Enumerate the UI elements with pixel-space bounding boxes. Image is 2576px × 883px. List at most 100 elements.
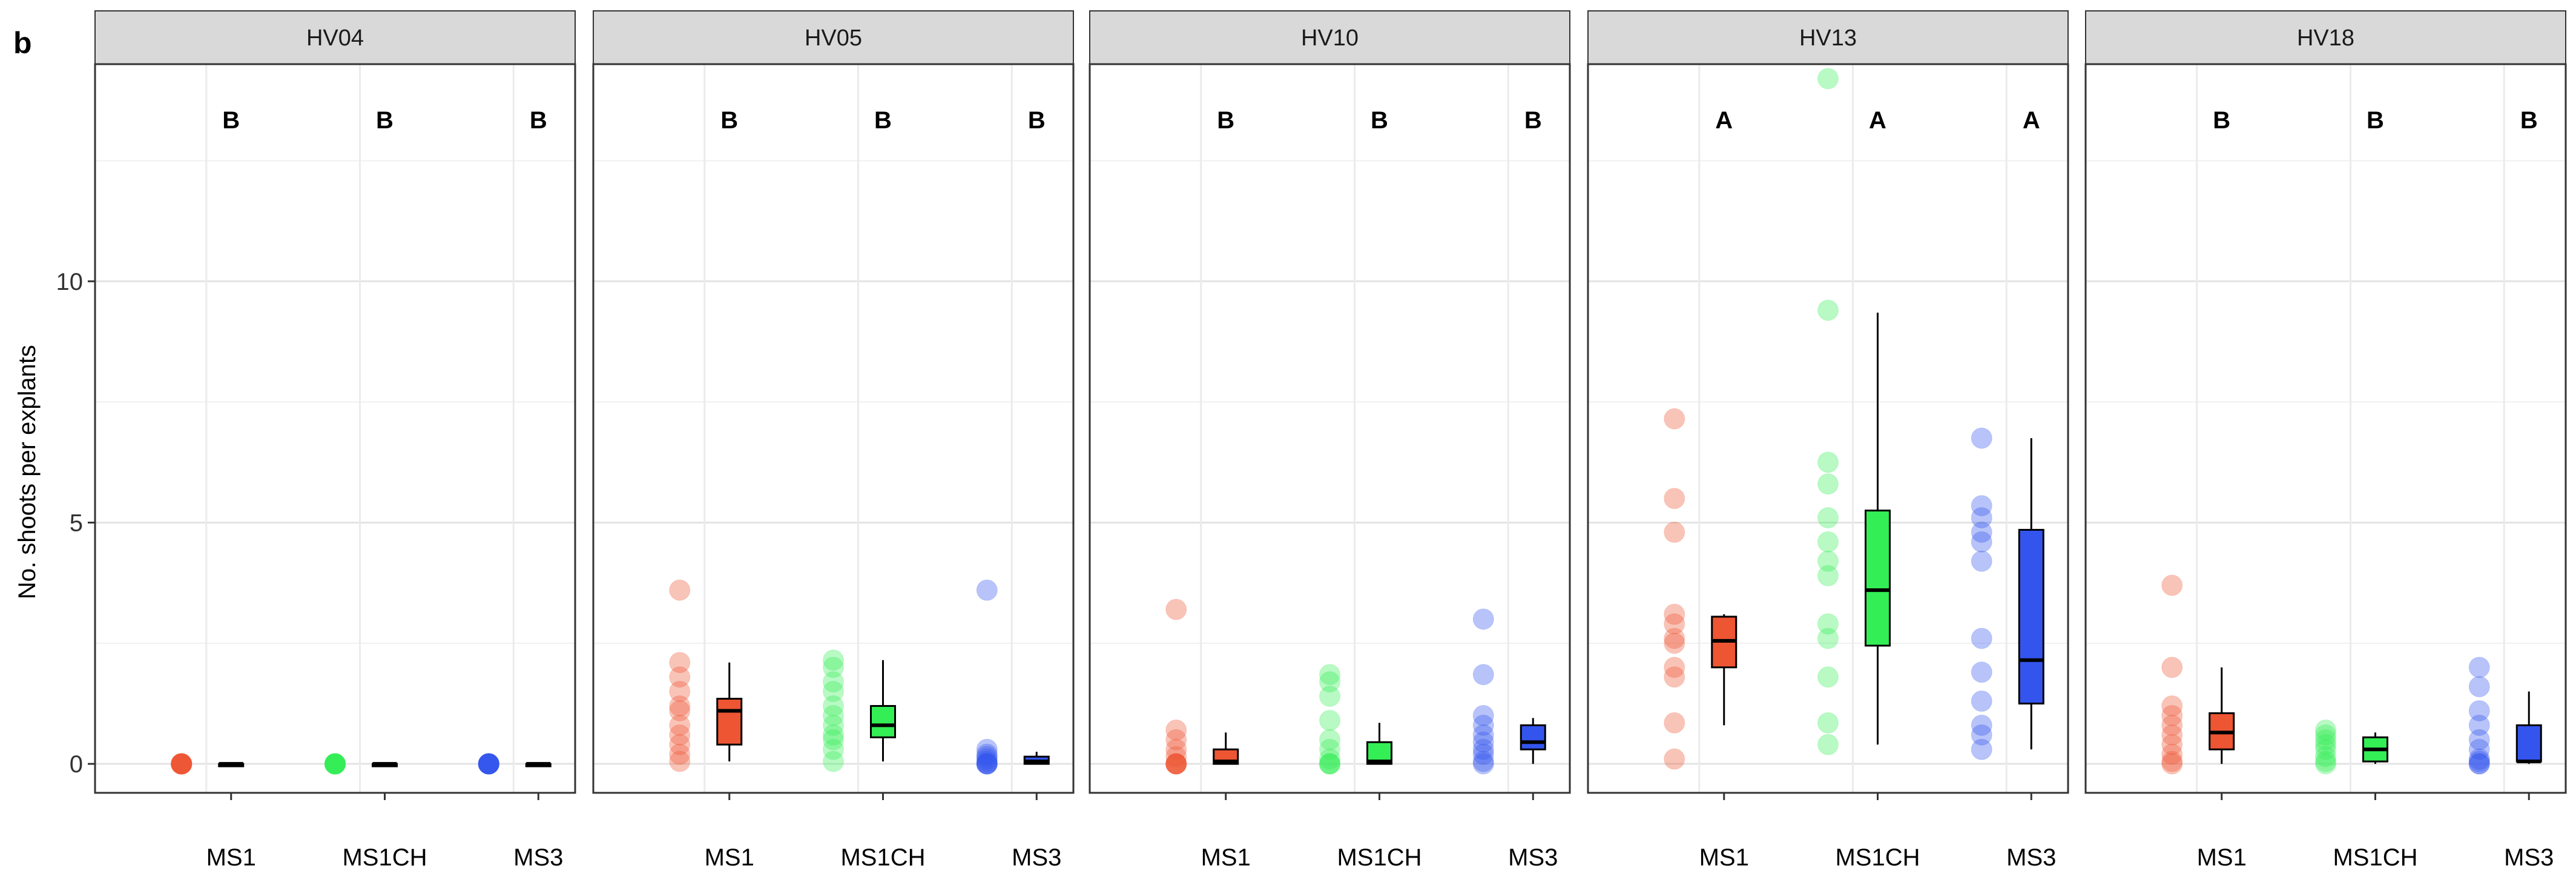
facet-strip-label: HV18 <box>2297 25 2354 51</box>
data-point <box>171 753 193 775</box>
box-iqr <box>716 698 743 746</box>
x-category-label: MS3 <box>2504 844 2554 871</box>
data-point <box>1319 753 1340 775</box>
data-point <box>1165 753 1187 775</box>
y-tick-label: 5 <box>70 510 83 536</box>
x-category-label: MS3 <box>2006 844 2056 871</box>
significance-letter: B <box>2213 107 2230 134</box>
data-point <box>1165 753 1187 775</box>
data-point <box>1319 671 1340 693</box>
data-point <box>1817 473 1839 495</box>
data-point <box>669 714 691 736</box>
significance-letter: A <box>1869 107 1886 134</box>
data-point <box>1971 738 1992 760</box>
data-point <box>478 753 499 775</box>
data-point <box>2315 729 2336 750</box>
x-category-label: MS1 <box>206 844 256 871</box>
data-point <box>669 743 691 765</box>
data-point <box>1817 628 1839 649</box>
data-point <box>2161 743 2183 765</box>
data-point <box>1971 628 1992 649</box>
data-point <box>1319 709 1340 731</box>
data-point <box>478 753 499 775</box>
data-point <box>171 753 193 775</box>
data-point <box>976 753 998 775</box>
data-point <box>1165 599 1187 620</box>
data-point <box>478 753 499 775</box>
data-point <box>2315 750 2336 772</box>
significance-letter: A <box>2023 107 2040 134</box>
data-point <box>1165 738 1187 760</box>
data-point <box>669 700 691 721</box>
data-point <box>1664 657 1685 678</box>
data-point <box>1472 750 1494 772</box>
x-category-label: MS3 <box>1012 844 1061 871</box>
data-point <box>823 724 844 746</box>
data-point <box>2468 714 2490 736</box>
data-point <box>1319 738 1340 760</box>
panel-background <box>593 64 1073 793</box>
x-category-label: MS3 <box>1508 844 1558 871</box>
data-point <box>1165 719 1187 741</box>
data-point <box>1817 565 1839 586</box>
data-point <box>478 753 499 775</box>
data-point <box>1165 753 1187 775</box>
significance-letter: B <box>720 107 738 134</box>
data-point <box>2468 753 2490 775</box>
data-point <box>976 579 998 601</box>
facet-strip <box>2085 10 2566 65</box>
data-point <box>324 753 346 775</box>
facet-hv18: HV18 B MS1 B MS1CH B MS3 <box>2084 10 2567 871</box>
data-point <box>1165 746 1187 767</box>
x-category-label: MS1CH <box>840 844 925 871</box>
y-tick-label: 0 <box>70 751 83 778</box>
x-category-label: MS1CH <box>1337 844 1421 871</box>
data-point <box>2468 657 2490 678</box>
data-point <box>1319 729 1340 750</box>
x-category-label: MS1 <box>2197 844 2247 871</box>
data-point <box>823 681 844 703</box>
data-point <box>1472 731 1494 753</box>
data-point <box>823 695 844 717</box>
significance-letter: B <box>1028 107 1046 134</box>
data-point <box>669 750 691 772</box>
data-point <box>669 652 691 674</box>
data-point <box>2468 738 2490 760</box>
data-point <box>2315 719 2336 741</box>
data-point <box>2161 574 2183 596</box>
data-point <box>976 743 998 765</box>
data-point <box>2468 748 2490 770</box>
data-point <box>1472 664 1494 686</box>
data-point <box>2468 753 2490 775</box>
data-point <box>1664 613 1685 635</box>
data-point <box>1971 714 1992 736</box>
data-point <box>1971 427 1992 449</box>
data-point <box>2315 724 2336 746</box>
data-point <box>2161 695 2183 717</box>
data-point <box>2468 700 2490 721</box>
data-point <box>2161 753 2183 775</box>
data-point <box>1817 613 1839 635</box>
data-point <box>1319 753 1340 775</box>
data-point <box>2315 734 2336 755</box>
y-axis-label: No. shoots per explants <box>14 345 41 599</box>
significance-letter: B <box>1371 107 1388 134</box>
data-point <box>171 753 193 775</box>
data-point <box>1817 451 1839 473</box>
data-point <box>976 746 998 767</box>
data-point <box>1472 738 1494 760</box>
data-point <box>823 657 844 678</box>
data-point <box>324 753 346 775</box>
data-point <box>478 753 499 775</box>
data-point <box>823 729 844 750</box>
data-point <box>324 753 346 775</box>
data-point <box>1472 753 1494 775</box>
data-point <box>2161 657 2183 678</box>
data-point <box>2161 704 2183 726</box>
data-point <box>171 753 193 775</box>
data-point <box>171 753 193 775</box>
data-point <box>1817 507 1839 529</box>
data-point <box>2468 729 2490 750</box>
facet-hv13: HV13 A MS1 A MS1CH A MS3 <box>1587 10 2069 871</box>
data-point <box>1971 550 1992 572</box>
